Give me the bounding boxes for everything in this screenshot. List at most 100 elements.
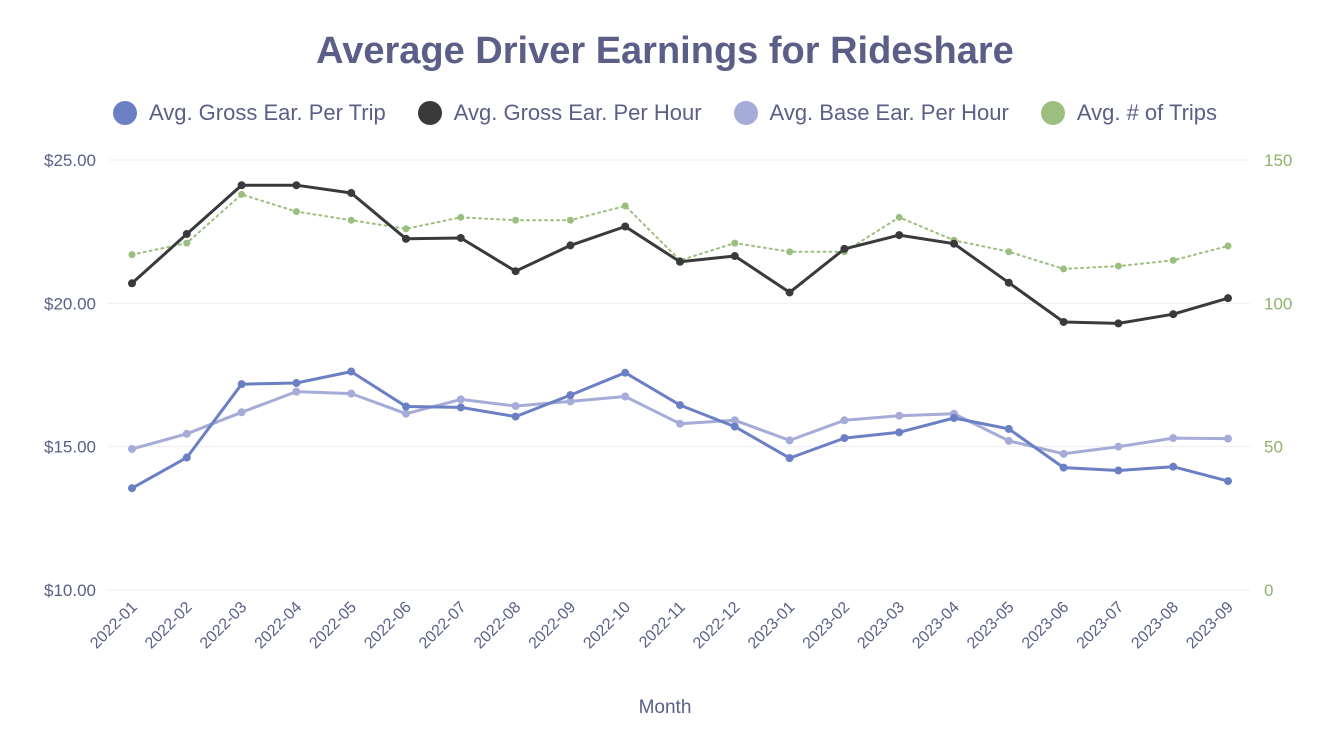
legend-item-base-per-hour[interactable]: Avg. Base Ear. Per Hour [733,100,1009,126]
data-point [950,414,958,422]
data-point [292,387,301,396]
data-point [1004,278,1013,287]
data-point [347,188,356,197]
y-right-tick-label: 100 [1264,294,1292,313]
data-point [182,229,191,238]
x-tick-label: 2022-08 [471,599,525,653]
legend-marker [733,101,758,125]
data-point [676,401,684,410]
data-point [566,216,574,224]
data-point [347,216,355,224]
data-point [785,436,794,445]
legend-marker [1040,101,1065,125]
data-point [840,244,849,253]
legend-label: Avg. Base Ear. Per Hour [769,100,1009,125]
x-tick-label: 2023-07 [1074,599,1128,653]
data-point [292,181,301,190]
data-point [1169,434,1178,443]
data-point [238,190,246,198]
x-tick-label: 2023-04 [909,599,963,653]
x-tick-label: 2023-02 [800,599,854,653]
data-point [128,251,136,259]
data-point [511,267,520,276]
data-point [730,252,739,261]
data-point [511,412,520,421]
data-point [1004,424,1013,433]
legend-item-gross-per-hour[interactable]: Avg. Gross Ear. Per Hour [417,100,702,126]
data-point [1114,466,1123,475]
data-point [456,233,465,242]
data-point [128,484,136,493]
x-tick-label: 2023-09 [1183,599,1237,653]
data-point [676,419,684,428]
x-tick-label: 2022-12 [690,599,744,653]
x-tick-label: 2022-11 [636,599,689,652]
x-tick-label: 2022-05 [306,599,360,653]
data-point [128,444,136,453]
data-point [347,367,356,376]
x-tick-label: 2022-03 [197,599,251,653]
data-point [456,403,465,412]
data-point [292,208,300,216]
data-point [1059,449,1068,458]
data-point [1224,294,1232,303]
x-axis-title: Month [638,697,692,718]
data-point [1169,256,1177,264]
x-tick-label: 2022-07 [416,599,470,653]
data-point [292,379,301,388]
data-point [402,402,410,411]
data-point [840,416,849,425]
y-left-tick-label: $20.00 [44,294,96,313]
data-point [785,288,794,297]
legend: Avg. Gross Ear. Per Trip Avg. Gross Ear.… [0,96,1330,130]
data-point [621,392,630,401]
y-left-tick-label: $10.00 [44,581,96,600]
x-tick-label: 2022-01 [87,599,141,653]
data-point [128,279,136,288]
data-point [566,397,575,406]
data-point [402,409,410,418]
data-point [237,380,246,389]
data-point [1059,317,1068,326]
data-point [566,391,575,400]
legend-label: Avg. Gross Ear. Per Trip [148,100,386,125]
legend-marker [417,101,442,125]
y-right-tick-label: 0 [1264,581,1273,600]
data-point [1224,242,1232,250]
x-tick-label: 2022-04 [252,599,306,653]
x-tick-label: 2023-01 [745,599,799,653]
legend-marker [112,101,137,125]
data-point [731,239,739,247]
data-point [512,216,520,224]
data-point [895,428,904,437]
data-point [347,389,356,398]
x-tick-label: 2022-09 [526,599,580,653]
data-point [182,453,191,462]
data-point [457,213,465,221]
y-left-tick-label: $15.00 [44,438,96,457]
data-point [402,234,410,243]
data-point [895,411,904,420]
data-point [182,429,191,438]
x-tick-label: 2023-03 [854,599,908,653]
data-point [1004,436,1013,445]
data-point [237,408,246,417]
data-point [730,422,739,431]
x-tick-label: 2022-10 [580,599,634,653]
data-point [566,241,575,250]
series-line [131,193,1229,270]
data-point [785,454,794,463]
data-point [511,401,520,410]
data-point [1224,477,1232,486]
chart-title: Average Driver Earnings for Rideshare [316,30,1014,72]
legend-item-num-trips[interactable]: Avg. # of Trips [1040,100,1217,126]
data-point [456,395,465,404]
data-point [621,368,630,377]
legend-item-gross-per-trip[interactable]: Avg. Gross Ear. Per Trip [112,100,386,126]
x-tick-label: 2023-08 [1128,599,1182,653]
data-point [621,222,630,231]
data-point [1224,434,1232,443]
x-tick-label: 2023-06 [1019,599,1073,653]
data-point [1114,442,1123,451]
data-point [237,181,246,190]
